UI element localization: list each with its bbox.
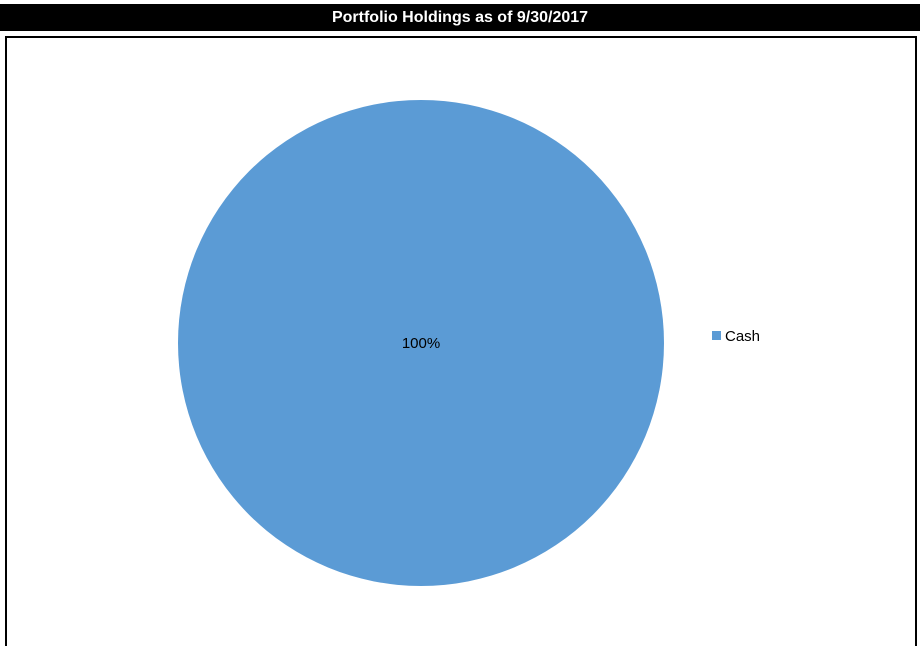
legend-label: Cash bbox=[725, 328, 760, 345]
pie-data-label: 100% bbox=[402, 335, 440, 352]
pie-data-labels: 100% bbox=[402, 335, 440, 352]
legend-swatch bbox=[712, 331, 721, 340]
legend: Cash bbox=[712, 328, 760, 345]
pie-slice-cash bbox=[178, 100, 664, 586]
chart-frame bbox=[5, 36, 917, 646]
chart-title: Portfolio Holdings as of 9/30/2017 bbox=[0, 4, 920, 31]
pie-slices bbox=[178, 100, 664, 586]
